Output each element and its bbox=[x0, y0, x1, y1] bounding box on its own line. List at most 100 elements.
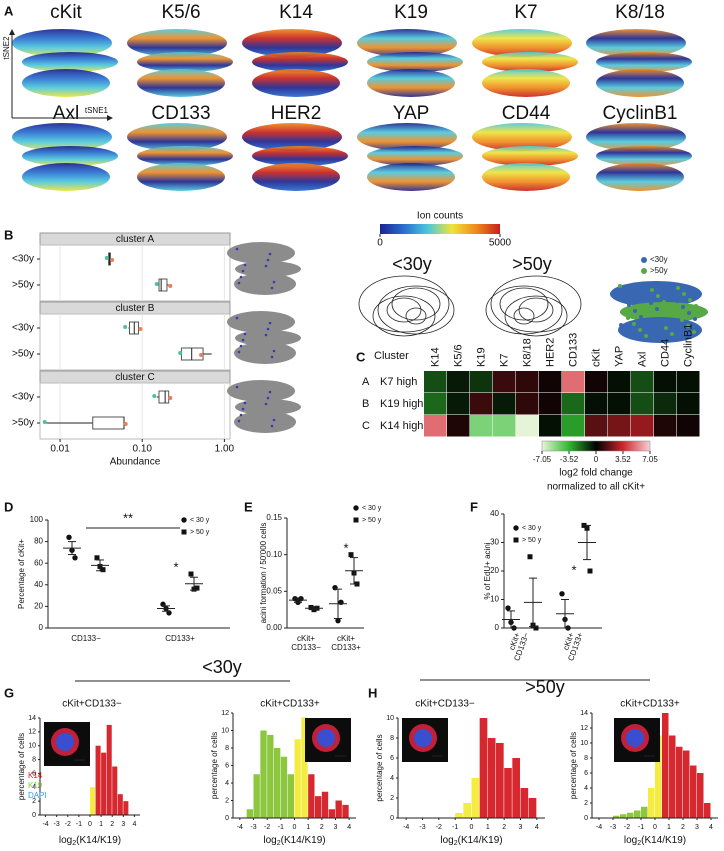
heat-cell bbox=[585, 415, 608, 437]
tsne-map bbox=[252, 69, 340, 97]
data-point bbox=[559, 591, 565, 597]
axis-label: tSNE1 bbox=[85, 106, 109, 115]
colorbar-tick-label: 7.05 bbox=[642, 455, 658, 464]
y-tick-label: 0 bbox=[584, 815, 588, 822]
heat-cell bbox=[631, 371, 654, 393]
bar bbox=[512, 758, 520, 818]
box bbox=[158, 390, 170, 404]
marker-title: K8/18 bbox=[615, 2, 665, 23]
data-point bbox=[100, 567, 106, 573]
bar bbox=[634, 810, 641, 818]
axis-label: Abundance bbox=[110, 457, 161, 468]
colorbar-tick-label: 0 bbox=[594, 455, 599, 464]
axis-label-part: (K14/K19) bbox=[641, 835, 686, 846]
tsne-dot bbox=[694, 304, 698, 308]
data-point bbox=[168, 284, 173, 288]
bar bbox=[669, 735, 676, 818]
tsne-dot bbox=[618, 284, 622, 288]
y-tick-label: 8 bbox=[584, 755, 588, 762]
tsne-dot bbox=[669, 293, 673, 297]
tsne-map bbox=[234, 273, 296, 295]
chart-title: cKit+CD133+ bbox=[260, 699, 320, 710]
heat-cell bbox=[631, 393, 654, 415]
tsne-map bbox=[137, 163, 225, 191]
axis-label: log2(K14/K19) bbox=[59, 835, 121, 847]
bar bbox=[613, 815, 620, 818]
tsne-dot bbox=[264, 402, 268, 406]
axis-label: % of EdU+ acini bbox=[483, 542, 492, 599]
tsne-dot bbox=[239, 275, 243, 279]
axis-label: percentage of cells bbox=[375, 734, 384, 801]
column-label: K7 bbox=[498, 354, 510, 367]
column-label: HER2 bbox=[544, 338, 556, 367]
tsne-dot bbox=[693, 317, 697, 321]
bar bbox=[620, 814, 627, 818]
colorbar-tick-label: 5000 bbox=[489, 238, 512, 249]
axis-label-part: (K14/K19) bbox=[458, 835, 503, 846]
tsne-dot bbox=[662, 300, 666, 304]
panel-letter: G bbox=[4, 685, 14, 700]
tsne-dot bbox=[627, 303, 631, 307]
row-cluster: B bbox=[362, 398, 369, 410]
heat-cell bbox=[631, 415, 654, 437]
x-tick-label: 2 bbox=[502, 824, 506, 831]
tsne-dot bbox=[645, 321, 649, 325]
tsne-map bbox=[235, 399, 301, 415]
tsne-map bbox=[127, 29, 227, 57]
heat-cell bbox=[516, 415, 539, 437]
tsne-map bbox=[137, 69, 225, 97]
bar bbox=[496, 743, 504, 818]
density-contour bbox=[405, 307, 427, 325]
bar bbox=[260, 730, 267, 818]
x-tick-label: 0 bbox=[470, 824, 474, 831]
y-tick-label: 2 bbox=[32, 798, 36, 805]
axis-label-part: (K14/K19) bbox=[76, 835, 121, 846]
tsne-dot bbox=[655, 307, 659, 311]
tsne-map bbox=[367, 52, 463, 72]
x-tick-label: -1 bbox=[76, 821, 82, 828]
y-tick-label: 12 bbox=[28, 729, 36, 736]
tsne-map bbox=[367, 146, 463, 166]
heat-cell bbox=[424, 415, 447, 437]
legend-swatch bbox=[513, 537, 519, 543]
cell-nucleus bbox=[56, 733, 74, 751]
y-tick-label: 6 bbox=[32, 770, 36, 777]
annotation: * bbox=[173, 559, 178, 574]
density-contour bbox=[504, 295, 568, 337]
x-tick-label: CD133− bbox=[291, 643, 321, 652]
tsne-dot bbox=[637, 289, 641, 293]
bar bbox=[676, 746, 683, 818]
tsne-dot bbox=[243, 332, 247, 336]
colorbar-label: normalized to all cKit+ bbox=[547, 482, 645, 493]
tsne-dot bbox=[686, 324, 690, 328]
bar bbox=[294, 739, 301, 818]
panel-letter: B bbox=[4, 227, 13, 242]
axis-label: percentage of cells bbox=[210, 732, 219, 799]
data-point bbox=[533, 625, 539, 631]
tsne-map bbox=[367, 163, 455, 191]
facet-panel bbox=[39, 244, 231, 302]
tsne-map bbox=[596, 69, 684, 97]
x-tick-label: CD133+ bbox=[165, 634, 195, 643]
column-label: cKit bbox=[590, 349, 602, 367]
tsne-map bbox=[596, 52, 692, 72]
axis-label: percentage of cells bbox=[569, 732, 578, 799]
data-point bbox=[335, 617, 341, 624]
bar bbox=[479, 718, 488, 818]
tsne-dot bbox=[243, 401, 247, 405]
panel-letter: H bbox=[368, 685, 377, 700]
data-point bbox=[72, 555, 78, 561]
tsne-dot bbox=[235, 247, 239, 251]
bar bbox=[328, 809, 335, 818]
x-tick-label: -4 bbox=[42, 821, 48, 828]
tsne-dot bbox=[663, 287, 667, 291]
chart-title: cKit+CD133− bbox=[415, 699, 475, 710]
column-label: K8/18 bbox=[521, 338, 533, 367]
x-tick-label: 0 bbox=[88, 821, 92, 828]
tsne-dot bbox=[680, 318, 684, 322]
legend-label: < 30 y bbox=[362, 505, 382, 512]
y-tick-label: 6 bbox=[584, 770, 588, 777]
heat-cell bbox=[585, 393, 608, 415]
facet-title: cluster C bbox=[115, 372, 154, 383]
tsne-dot bbox=[688, 298, 692, 302]
